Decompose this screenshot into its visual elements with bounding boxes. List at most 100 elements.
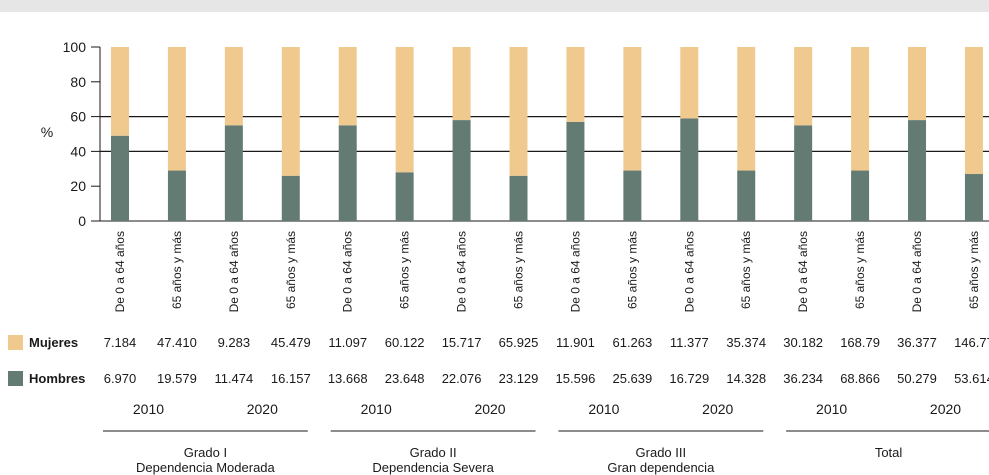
x-tick-labels: De 0 a 64 años 65 años y más De 0 a 64 año… <box>113 231 981 312</box>
legend-label-hombres: Hombres <box>29 371 85 386</box>
y-tick-labels: 0 20 40 60 80 100 <box>63 39 87 229</box>
count-mujeres: 168.79 <box>840 335 880 350</box>
group-sublabel: Gran dependencia <box>607 460 715 475</box>
bar-hombres <box>338 125 357 221</box>
data-table: Mujeres 7.184 47.410 9.283 45.479 11.097 60.12… <box>8 335 989 386</box>
count-hombres: 68.866 <box>840 371 880 386</box>
x-tick-label: 65 años y más <box>967 231 981 309</box>
group-label: Total <box>875 445 903 460</box>
group-label: Grado III <box>636 445 687 460</box>
count-hombres: 50.279 <box>897 371 937 386</box>
count-mujeres: 47.410 <box>157 335 197 350</box>
x-tick-label: 65 años y más <box>625 231 639 309</box>
x-tick-label: 65 años y más <box>398 231 412 309</box>
count-mujeres: 11.901 <box>556 335 595 350</box>
bar-hombres <box>395 172 414 221</box>
group-label: Grado I <box>184 445 227 460</box>
bar-mujeres <box>908 47 927 121</box>
y-axis-label: % <box>41 124 53 140</box>
bar-hombres <box>167 170 186 221</box>
bar-mujeres <box>452 47 471 121</box>
year-label: 2020 <box>474 401 505 417</box>
bar-hombres <box>794 125 813 221</box>
bar-mujeres <box>680 47 699 119</box>
x-tick-label: De 0 a 64 años <box>910 231 924 312</box>
count-mujeres: 7.184 <box>104 335 137 350</box>
year-label: 2020 <box>930 401 961 417</box>
y-tick-label: 80 <box>70 74 86 90</box>
count-hombres: 19.579 <box>157 371 197 386</box>
x-tick-label: 65 años y más <box>739 231 753 309</box>
count-mujeres: 15.717 <box>442 335 482 350</box>
count-mujeres: 61.263 <box>612 335 652 350</box>
legend-swatch-hombres <box>8 371 23 386</box>
bar-hombres <box>908 120 927 221</box>
bar-mujeres <box>964 47 983 175</box>
bar-hombres <box>623 170 642 221</box>
count-hombres: 36.234 <box>783 371 823 386</box>
bar-mujeres <box>167 47 186 171</box>
legend-swatch-mujeres <box>8 335 23 350</box>
y-tick-label: 20 <box>70 178 86 194</box>
count-mujeres: 36.377 <box>897 335 937 350</box>
count-mujeres: 45.479 <box>271 335 311 350</box>
y-tick-label: 40 <box>70 143 86 159</box>
count-mujeres: 60.122 <box>385 335 425 350</box>
count-mujeres: 11.377 <box>670 335 709 350</box>
bar-hombres <box>680 118 699 221</box>
bar-hombres <box>566 121 585 221</box>
year-label: 2010 <box>361 401 392 417</box>
bar-mujeres <box>737 47 756 171</box>
count-mujeres: 30.182 <box>783 335 823 350</box>
x-tick-label: De 0 a 64 años <box>341 231 355 312</box>
bar-hombres <box>111 135 129 221</box>
legend-label-mujeres: Mujeres <box>29 335 78 350</box>
x-tick-label: De 0 a 64 años <box>455 231 469 312</box>
group-label: Grado II <box>410 445 457 460</box>
bar-hombres <box>737 170 756 221</box>
count-hombres: 14.328 <box>726 371 766 386</box>
count-hombres: 25.639 <box>612 371 652 386</box>
x-tick-label: De 0 a 64 años <box>227 231 241 312</box>
x-tick-label: 65 años y más <box>170 231 184 309</box>
year-label: 2010 <box>816 401 847 417</box>
bar-mujeres <box>281 47 300 176</box>
bar-hombres <box>281 175 300 221</box>
y-tick-label: 100 <box>63 39 87 55</box>
count-hombres: 23.648 <box>385 371 425 386</box>
bar-hombres <box>964 174 983 221</box>
x-tick-label: De 0 a 64 años <box>682 231 696 312</box>
count-mujeres: 65.925 <box>499 335 539 350</box>
bar-hombres <box>224 125 243 221</box>
bar-mujeres <box>395 47 414 173</box>
bar-mujeres <box>566 47 585 122</box>
x-tick-label: De 0 a 64 años <box>796 231 810 312</box>
count-hombres: 6.970 <box>104 371 137 386</box>
bar-mujeres <box>623 47 642 171</box>
x-tick-label: 65 años y más <box>512 231 526 309</box>
x-tick-label: De 0 a 64 años <box>568 231 582 312</box>
top-band <box>0 0 989 12</box>
bar-hombres <box>509 175 528 221</box>
count-hombres: 15.596 <box>556 371 596 386</box>
count-mujeres: 146.77 <box>954 335 989 350</box>
bar-hombres <box>452 120 471 221</box>
bar-mujeres <box>224 47 243 126</box>
bar-mujeres <box>338 47 357 126</box>
count-mujeres: 35.374 <box>726 335 766 350</box>
count-hombres: 16.157 <box>271 371 311 386</box>
year-label: 2020 <box>247 401 278 417</box>
group-sublabel: Dependencia Severa <box>372 460 494 475</box>
bar-mujeres <box>851 47 870 171</box>
year-label: 2010 <box>133 401 164 417</box>
y-tick-label: 60 <box>70 109 86 125</box>
count-hombres: 53.614 <box>954 371 989 386</box>
count-hombres: 11.474 <box>214 371 253 386</box>
gridlines <box>91 46 989 222</box>
count-mujeres: 11.097 <box>328 335 367 350</box>
x-tick-label: 65 años y más <box>853 231 867 309</box>
year-label: 2020 <box>702 401 733 417</box>
bar-hombres <box>851 170 870 221</box>
x-tick-label: 65 años y más <box>284 231 298 309</box>
